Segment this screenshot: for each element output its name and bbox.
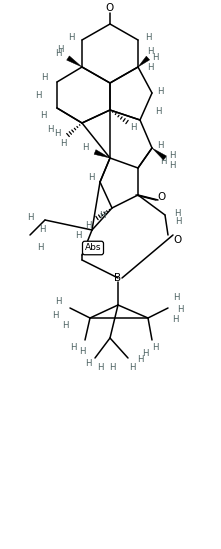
Text: H: H: [173, 294, 179, 302]
Text: H: H: [62, 321, 68, 329]
Text: B: B: [114, 273, 122, 283]
Text: H: H: [82, 143, 88, 153]
Text: H: H: [130, 124, 136, 132]
Text: H: H: [160, 158, 166, 166]
Text: H: H: [70, 344, 76, 352]
Text: H: H: [169, 160, 175, 170]
Text: H: H: [155, 108, 161, 116]
Text: H: H: [37, 244, 43, 253]
Text: O: O: [106, 3, 114, 13]
Text: H: H: [68, 32, 74, 42]
Text: H: H: [129, 362, 135, 372]
Polygon shape: [67, 56, 82, 67]
Text: H: H: [85, 358, 91, 367]
Text: H: H: [55, 48, 61, 58]
Text: H: H: [35, 91, 41, 99]
Text: H: H: [85, 221, 91, 229]
Text: H: H: [54, 128, 60, 137]
Text: H: H: [47, 126, 53, 135]
Text: H: H: [152, 344, 158, 352]
Text: H: H: [88, 173, 94, 182]
Text: H: H: [172, 316, 178, 324]
Text: O: O: [174, 235, 182, 245]
Text: H: H: [177, 305, 183, 315]
Text: O: O: [158, 192, 166, 202]
Text: Abs: Abs: [85, 244, 101, 253]
Text: H: H: [52, 311, 58, 320]
Text: H: H: [157, 141, 163, 149]
Text: H: H: [60, 138, 66, 148]
Polygon shape: [152, 148, 167, 160]
Text: H: H: [175, 217, 181, 227]
Text: H: H: [40, 110, 46, 120]
Text: H: H: [79, 348, 85, 356]
Text: H: H: [142, 349, 148, 357]
Polygon shape: [138, 56, 150, 67]
Text: H: H: [41, 72, 47, 81]
Text: H: H: [27, 214, 33, 222]
Text: H: H: [169, 150, 175, 160]
Text: H: H: [97, 363, 103, 373]
Text: H: H: [55, 298, 61, 306]
Text: H: H: [147, 63, 153, 71]
Text: H: H: [109, 363, 115, 373]
Text: H: H: [157, 87, 163, 97]
Text: H: H: [174, 209, 180, 217]
Text: H: H: [145, 32, 151, 42]
Text: H: H: [57, 46, 63, 54]
Text: H: H: [147, 48, 153, 57]
Text: H: H: [39, 226, 45, 234]
Text: H: H: [152, 53, 158, 61]
Text: H: H: [137, 356, 143, 365]
Text: H: H: [75, 231, 81, 239]
Text: H: H: [99, 210, 105, 220]
Polygon shape: [94, 150, 110, 158]
